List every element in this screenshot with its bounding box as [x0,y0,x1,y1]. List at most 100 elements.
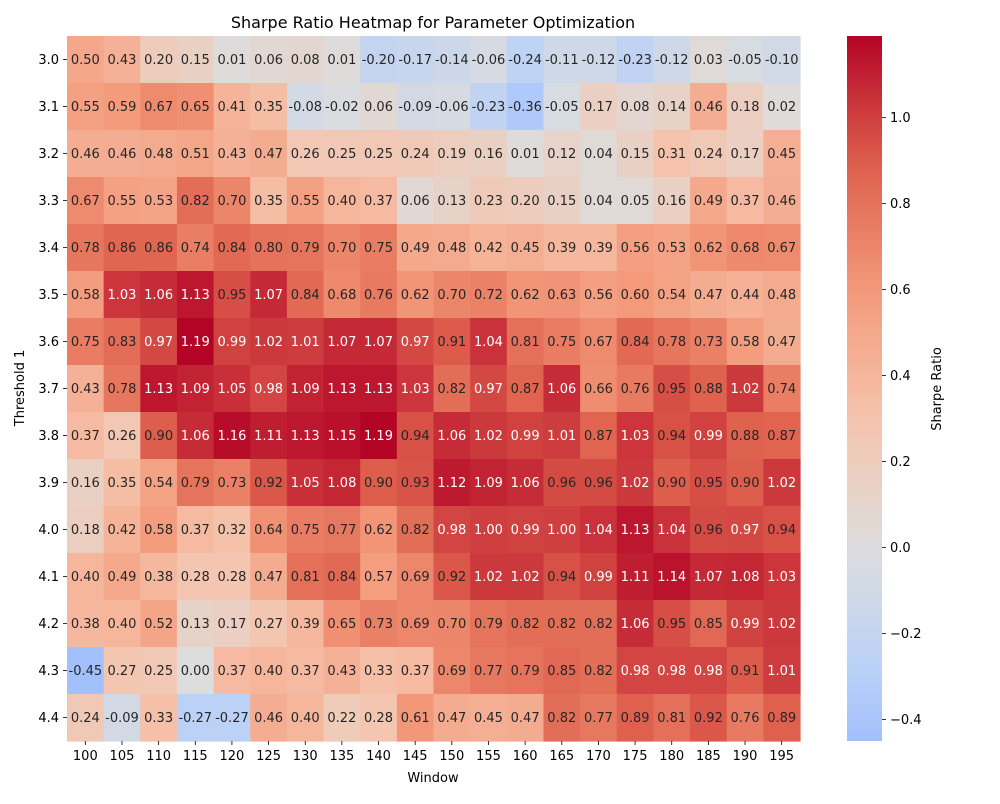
heatmap-cell-label: 0.65 [327,617,356,632]
heatmap-cell-label: 0.98 [437,523,466,538]
heatmap-cell-label: -0.12 [655,53,689,68]
heatmap-cell-label: 0.37 [364,194,393,209]
heatmap-cell-label: 1.02 [254,335,283,350]
heatmap-cell [396,600,435,648]
heatmap-cell [176,224,215,272]
heatmap-cell [616,177,654,225]
heatmap-cell [250,318,288,366]
heatmap-cell [286,83,325,131]
heatmap-cell [690,365,728,413]
heatmap-cell-label: 1.09 [181,382,210,397]
heatmap-cell [396,130,435,178]
heatmap-cell-label: 0.78 [71,241,100,256]
heatmap-cell-label: 1.03 [767,570,796,585]
heatmap-cell-label: 0.76 [621,382,650,397]
x-tick-label: 155 [476,749,501,764]
heatmap-cell-label: 0.38 [71,617,100,632]
heatmap-cell-label: 0.27 [254,617,283,632]
heatmap-cell-label: 1.12 [437,476,466,491]
heatmap-cell [616,647,654,695]
heatmap-cell [690,130,728,178]
heatmap-cell [176,83,215,131]
heatmap-cell-label: 0.98 [254,382,283,397]
heatmap-cell [286,506,325,554]
heatmap-cell [67,36,105,84]
heatmap-cell-label: 0.67 [144,100,173,115]
heatmap-cell [360,177,398,225]
x-tick-label: 145 [403,749,428,764]
heatmap-cell [286,36,325,84]
heatmap-cell [396,365,435,413]
heatmap-cell [140,600,178,648]
heatmap-cell [470,412,508,460]
heatmap-cell [616,694,654,742]
heatmap-cell [470,318,508,366]
heatmap-cell-label: 0.18 [71,523,100,538]
heatmap-cell-label: 0.49 [694,194,723,209]
heatmap-cell [506,647,545,695]
heatmap-cell [433,694,471,742]
heatmap-cell [763,318,801,366]
heatmap-cell-label: 1.01 [547,429,576,444]
heatmap-cell [67,224,105,272]
heatmap-cell [67,412,105,460]
heatmap-cell-label: 0.55 [108,194,137,209]
x-tick-label: 105 [110,749,135,764]
colorbar-tick-label: 0.4 [890,369,911,384]
heatmap-cell-label: 1.19 [181,335,210,350]
heatmap-cell-label: 0.97 [401,335,430,350]
heatmap-cell [580,459,618,507]
heatmap-cell [103,271,141,319]
heatmap-cell-label: -0.05 [728,53,762,68]
heatmap-cell-label: -0.14 [435,53,469,68]
heatmap-cell [103,412,141,460]
heatmap-cell [396,459,435,507]
heatmap-cell [360,694,398,742]
heatmap-cell [250,506,288,554]
heatmap-cell [176,412,215,460]
heatmap-cell [176,600,215,648]
heatmap-cell [140,412,178,460]
heatmap-cell [543,506,581,554]
y-tick-label: 3.1 [38,100,59,115]
heatmap-cell-label: 0.94 [657,429,686,444]
heatmap-cell-label: 0.01 [217,53,246,68]
heatmap-cell [103,365,141,413]
x-tick-label: 135 [329,749,354,764]
heatmap-cell [653,600,691,648]
heatmap-cell-label: 0.28 [217,570,246,585]
heatmap-cell-label: 0.81 [511,335,540,350]
heatmap-cell-label: -0.08 [288,100,322,115]
heatmap-cell [360,647,398,695]
heatmap-cell [103,318,141,366]
heatmap-cell-label: 0.95 [217,288,246,303]
heatmap-cell [616,600,654,648]
heatmap-cell [433,506,471,554]
heatmap-cell [470,177,508,225]
heatmap-cell-label: 0.24 [401,147,430,162]
heatmap-cell [690,177,728,225]
x-tick-label: 115 [183,749,208,764]
heatmap-cell [653,694,691,742]
heatmap-cell-label: 0.67 [584,335,613,350]
heatmap-cell [286,600,325,648]
heatmap-cell-label: 1.07 [254,288,283,303]
heatmap-cell [323,177,361,225]
heatmap-cell [286,365,325,413]
heatmap-cell [360,318,398,366]
heatmap-cell [726,459,764,507]
heatmap-cell-label: 0.94 [401,429,430,444]
heatmap-cell [286,318,325,366]
y-tick-label: 3.3 [38,194,59,209]
heatmap-cell-label: 1.00 [547,523,576,538]
heatmap-cell-label: 1.06 [621,617,650,632]
heatmap-cell-label: 0.90 [731,476,760,491]
heatmap-cell-label: 0.79 [474,617,503,632]
heatmap-cell-label: 0.06 [401,194,430,209]
heatmap-cell [140,553,178,601]
heatmap-cell-label: 0.56 [621,241,650,256]
heatmap-cell [506,694,545,742]
heatmap-cell-label: 0.93 [401,476,430,491]
heatmap-cell-label: 1.08 [327,476,356,491]
heatmap-cell [543,553,581,601]
